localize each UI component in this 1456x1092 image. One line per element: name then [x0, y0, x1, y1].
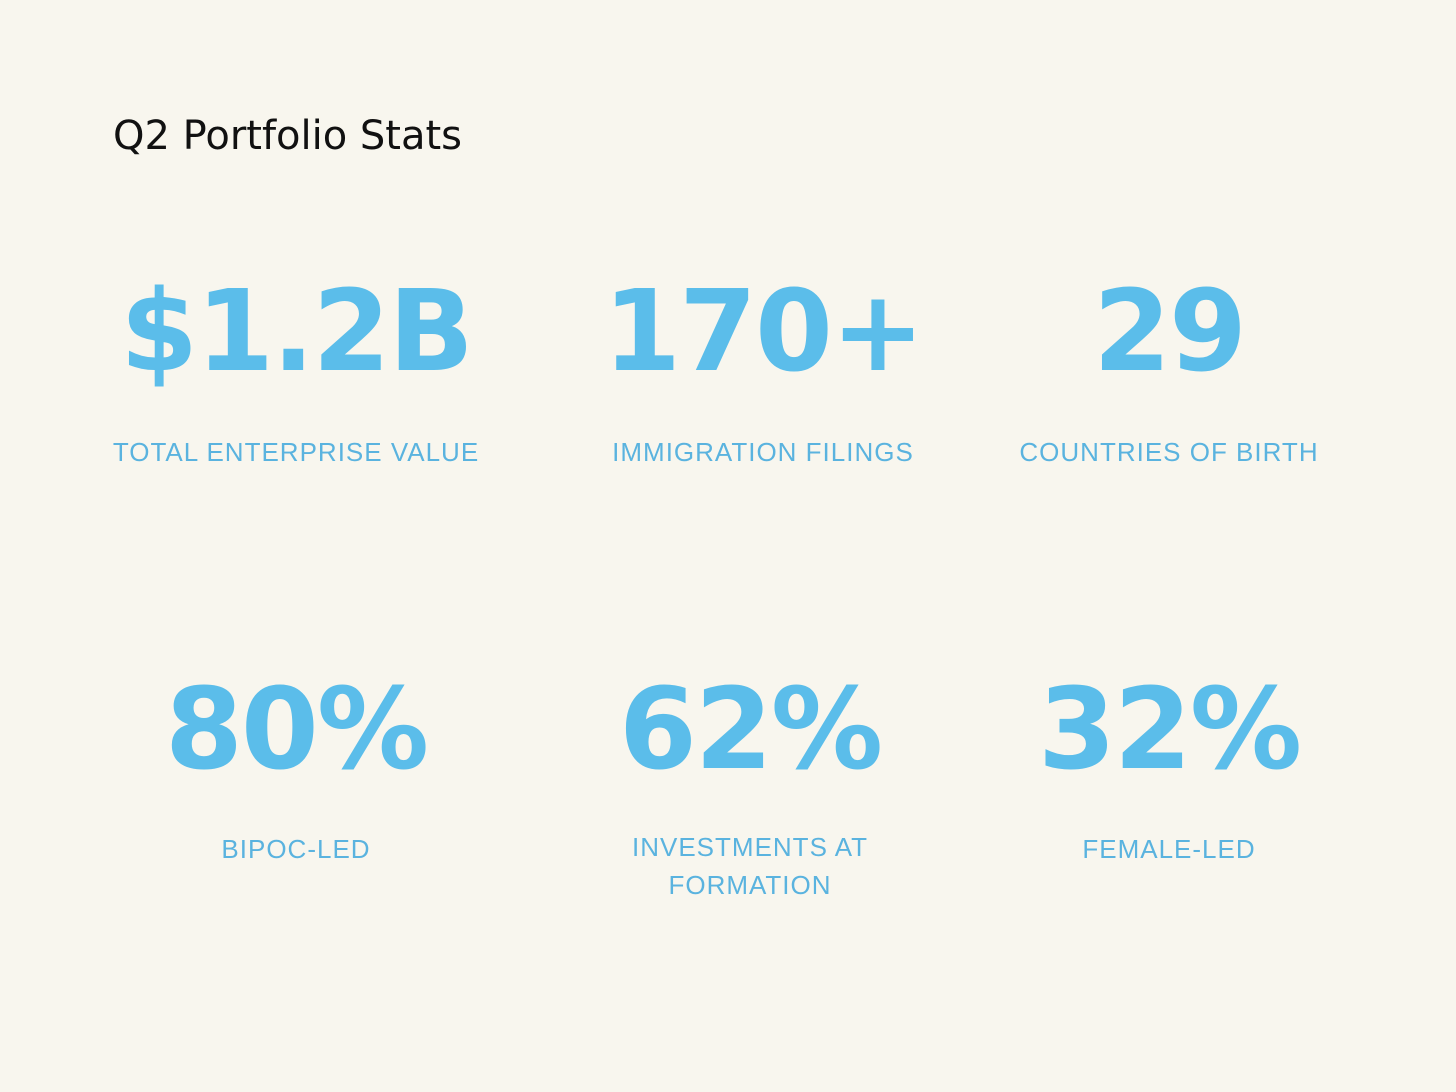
stat-bipoc-led: 80% BIPOC-LED — [96, 670, 496, 868]
stat-value: $1.2B — [120, 267, 474, 397]
stat-immigration-filings: 170+ IMMIGRATION FILINGS — [563, 272, 963, 471]
stat-label-line-2: FORMATION — [668, 870, 832, 900]
stat-countries-of-birth: 29 COUNTRIES OF BIRTH — [969, 272, 1369, 471]
stat-value: 32% — [1037, 665, 1302, 795]
stat-value: 62% — [618, 665, 883, 795]
stat-label: BIPOC-LED — [221, 834, 371, 864]
stat-label: COUNTRIES OF BIRTH — [1019, 437, 1319, 467]
page-title: Q2 Portfolio Stats — [113, 113, 463, 159]
stat-value: 170+ — [603, 267, 925, 397]
stat-total-enterprise-value: $1.2B TOTAL ENTERPRISE VALUE — [96, 272, 496, 471]
stat-label: TOTAL ENTERPRISE VALUE — [112, 437, 480, 467]
stat-investments-at-formation: 62% INVESTMENTS AT FORMATION — [560, 670, 940, 904]
stat-value: 29 — [1093, 267, 1247, 397]
stat-female-led: 32% FEMALE-LED — [969, 670, 1369, 868]
stat-label: FEMALE-LED — [1082, 834, 1256, 864]
stat-label: IMMIGRATION FILINGS — [612, 437, 914, 467]
stat-value: 80% — [164, 665, 429, 795]
stat-label-line-1: INVESTMENTS AT — [632, 832, 868, 862]
